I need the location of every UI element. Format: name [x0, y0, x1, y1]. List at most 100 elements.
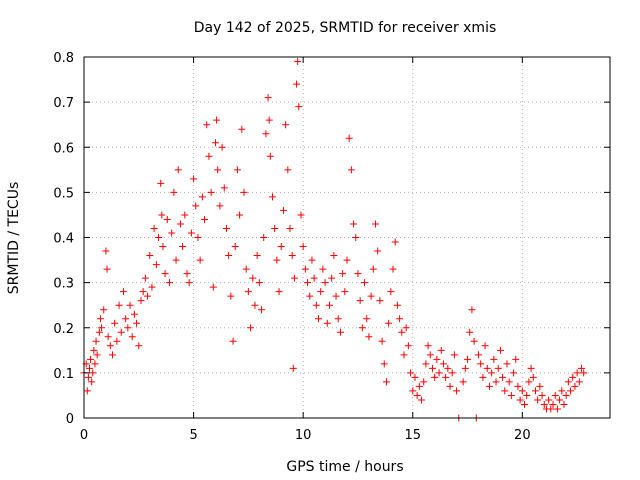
- data-point: [415, 382, 423, 390]
- data-point: [308, 256, 316, 264]
- data-point: [203, 121, 211, 129]
- data-point: [293, 80, 301, 88]
- data-point: [98, 324, 106, 332]
- data-point: [549, 400, 557, 408]
- data-point: [345, 134, 353, 142]
- data-point: [158, 211, 166, 219]
- data-point: [240, 188, 248, 196]
- data-point: [84, 373, 92, 381]
- data-point: [161, 270, 169, 278]
- data-point: [157, 179, 165, 187]
- data-point: [284, 166, 292, 174]
- data-point: [133, 319, 141, 327]
- data-point: [185, 279, 193, 287]
- data-point: [207, 188, 215, 196]
- data-point: [523, 391, 531, 399]
- data-point: [494, 364, 502, 372]
- data-point: [330, 252, 338, 260]
- data-point: [225, 252, 233, 260]
- y-tick-label: 0.5: [53, 186, 74, 201]
- data-point: [540, 400, 548, 408]
- data-point: [148, 283, 156, 291]
- data-point: [538, 391, 546, 399]
- data-point: [179, 243, 187, 251]
- data-point: [518, 387, 526, 395]
- data-point: [122, 315, 130, 323]
- chart-title: Day 142 of 2025, SRMTID for receiver xmi…: [194, 20, 497, 36]
- data-point: [479, 373, 487, 381]
- data-point: [461, 364, 469, 372]
- data-point: [83, 387, 91, 395]
- data-point: [304, 279, 312, 287]
- data-point: [319, 265, 327, 273]
- data-point: [402, 324, 410, 332]
- data-point: [165, 279, 173, 287]
- data-point: [91, 360, 99, 368]
- data-point: [571, 382, 579, 390]
- data-point: [268, 193, 276, 201]
- data-point: [198, 193, 206, 201]
- data-point: [446, 382, 454, 390]
- data-point: [265, 116, 273, 124]
- data-point: [475, 351, 482, 359]
- data-point: [490, 355, 498, 363]
- data-point: [382, 378, 390, 386]
- data-point: [516, 396, 524, 404]
- data-point: [374, 247, 382, 255]
- data-point: [378, 337, 386, 345]
- data-point: [236, 211, 244, 219]
- data-point: [448, 369, 456, 377]
- data-point: [266, 152, 274, 160]
- data-point: [343, 256, 351, 264]
- data-point: [220, 184, 228, 192]
- data-point: [176, 220, 184, 228]
- data-point: [126, 301, 134, 309]
- data-point: [137, 297, 145, 305]
- data-point: [264, 94, 272, 102]
- data-point: [560, 400, 568, 408]
- data-point: [100, 306, 108, 314]
- data-point: [404, 342, 412, 350]
- y-axis-label: SRMTID / TECUs: [6, 182, 22, 295]
- data-point: [431, 373, 439, 381]
- data-point: [350, 220, 358, 228]
- data-point: [409, 387, 417, 395]
- data-point: [260, 234, 268, 241]
- data-point: [413, 391, 421, 399]
- data-point: [569, 373, 577, 381]
- data-point: [439, 360, 447, 368]
- data-point: [380, 360, 388, 368]
- data-point: [306, 292, 314, 300]
- data-point: [488, 369, 496, 377]
- data-point: [286, 224, 294, 232]
- data-point: [492, 378, 500, 386]
- data-point: [521, 400, 529, 408]
- data-point: [89, 369, 97, 377]
- data-point: [551, 391, 559, 399]
- data-point: [407, 369, 415, 377]
- data-point: [470, 337, 478, 345]
- x-tick-label: 0: [80, 428, 88, 443]
- data-point: [231, 243, 239, 251]
- data-point: [567, 387, 575, 395]
- data-point: [242, 265, 250, 273]
- data-point: [385, 319, 393, 327]
- data-point: [92, 337, 100, 345]
- data-point: [85, 364, 93, 372]
- data-point: [481, 342, 489, 350]
- data-point: [553, 405, 561, 413]
- data-point: [141, 274, 149, 282]
- data-point: [564, 378, 572, 386]
- data-point: [253, 252, 261, 260]
- data-point: [450, 351, 458, 359]
- data-point: [459, 378, 467, 386]
- data-point: [437, 346, 445, 354]
- data-point: [295, 103, 303, 111]
- data-point: [512, 355, 520, 363]
- data-point: [130, 310, 138, 318]
- data-point: [170, 188, 178, 196]
- data-point: [376, 297, 384, 305]
- data-point: [545, 396, 553, 404]
- data-point: [301, 265, 309, 273]
